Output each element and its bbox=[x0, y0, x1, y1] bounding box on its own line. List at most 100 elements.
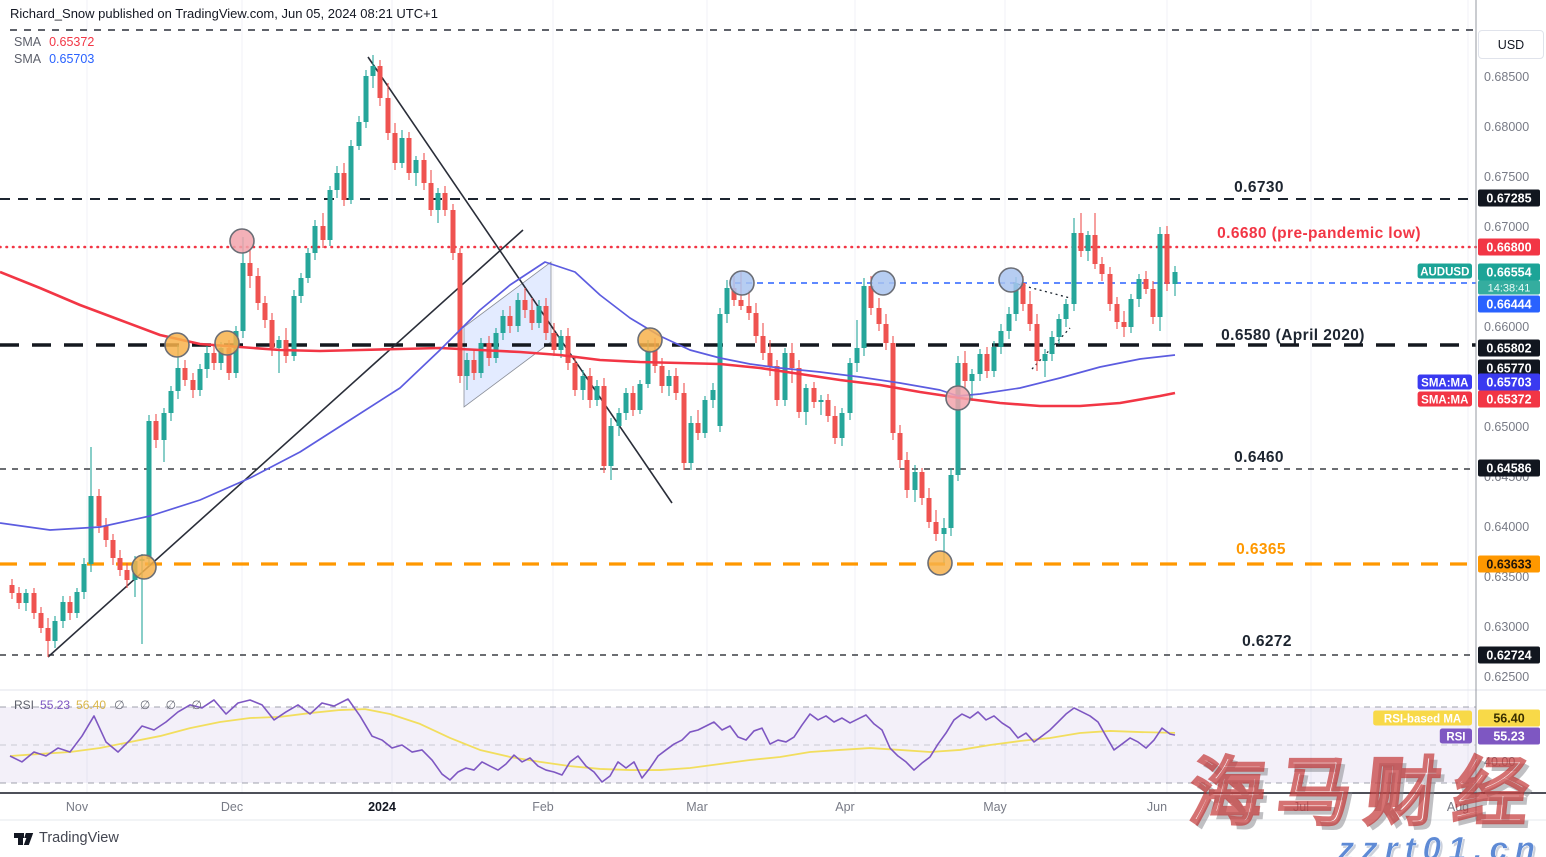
blue-event-circle[interactable] bbox=[870, 270, 896, 296]
candle-down bbox=[182, 368, 188, 380]
candle-down bbox=[1027, 304, 1033, 324]
candle-down bbox=[876, 308, 882, 324]
axis-badge-bg bbox=[1478, 295, 1540, 313]
sma-legend-row-1: SMA 0.65372 bbox=[14, 34, 94, 51]
candle-up bbox=[955, 363, 961, 475]
price-axis-label: 0.67000 bbox=[1484, 220, 1529, 234]
candle-down bbox=[919, 472, 925, 498]
candle-up bbox=[1085, 235, 1091, 251]
candle-down bbox=[428, 183, 434, 210]
axis-badge-value: 0.65372 bbox=[1486, 393, 1531, 407]
axis-badge-value: 0.67285 bbox=[1486, 192, 1531, 206]
level-annotation: 0.6365 bbox=[1236, 541, 1286, 558]
time-axis-month-label: Apr bbox=[835, 800, 854, 814]
candle-down bbox=[255, 276, 261, 303]
candle-up bbox=[854, 348, 860, 363]
axis-badge-value: 0.64586 bbox=[1486, 462, 1531, 476]
candle-up bbox=[464, 360, 470, 376]
axis-badge-bg bbox=[1478, 238, 1540, 256]
candle-down bbox=[1164, 234, 1170, 284]
candle-down bbox=[774, 366, 780, 400]
candle-up bbox=[218, 348, 224, 363]
sma1-value: 0.65372 bbox=[49, 35, 95, 49]
axis-badge-bg bbox=[1478, 373, 1540, 391]
candle-down bbox=[551, 333, 557, 350]
candle-down bbox=[760, 336, 766, 353]
axis-badge-value: 0.66554 bbox=[1486, 266, 1531, 280]
time-axis-background[interactable] bbox=[0, 793, 1546, 857]
axis-badge-bg bbox=[1478, 359, 1540, 377]
candle-up bbox=[334, 173, 340, 190]
orange-event-circle[interactable] bbox=[164, 332, 190, 358]
axis-badge-bg bbox=[1478, 459, 1540, 477]
candle-down bbox=[450, 210, 456, 253]
candle-up bbox=[1006, 314, 1012, 331]
candle-down bbox=[38, 613, 44, 628]
candle-up bbox=[23, 593, 29, 603]
candle-up bbox=[348, 146, 354, 200]
candle-down bbox=[767, 353, 773, 366]
candle-down bbox=[522, 300, 528, 310]
candle-down bbox=[103, 526, 109, 540]
pink-event-circle[interactable] bbox=[229, 228, 255, 254]
candle-up bbox=[305, 253, 311, 278]
candle-down bbox=[1099, 264, 1105, 274]
candle-up bbox=[818, 400, 824, 402]
candle-up bbox=[912, 472, 918, 490]
candle-down bbox=[45, 628, 51, 641]
candle-down bbox=[283, 340, 289, 356]
candle-up bbox=[969, 374, 975, 381]
orange-event-circle[interactable] bbox=[637, 327, 663, 353]
rsi-legend[interactable]: RSI 55.23 56.40 ∅ ∅ ∅ ∅ bbox=[14, 698, 208, 712]
candle-up bbox=[413, 160, 419, 173]
blue-event-circle[interactable] bbox=[998, 267, 1024, 293]
candle-up bbox=[81, 564, 87, 592]
line-name-label: SMA:MA bbox=[1421, 378, 1468, 390]
candle-up bbox=[623, 393, 629, 413]
time-axis-month-label: Mar bbox=[686, 800, 708, 814]
rsi-empty-params: ∅ ∅ ∅ ∅ bbox=[114, 698, 208, 712]
candle-up bbox=[276, 340, 282, 348]
candle-up bbox=[74, 592, 80, 613]
axis-badge-bg bbox=[1478, 727, 1540, 745]
candle-up bbox=[782, 353, 788, 400]
candle-down bbox=[67, 602, 73, 613]
candle-up bbox=[500, 316, 506, 333]
candle-up bbox=[594, 386, 600, 400]
candle-up bbox=[240, 263, 246, 331]
orange-event-circle[interactable] bbox=[131, 554, 157, 580]
tradingview-branding[interactable]: TradingView bbox=[14, 830, 119, 846]
time-axis-month-label: Nov bbox=[66, 800, 89, 814]
level-annotation: 0.6730 bbox=[1234, 179, 1284, 196]
candle-up bbox=[1071, 233, 1077, 304]
candle-up bbox=[536, 306, 542, 323]
candle-down bbox=[96, 496, 102, 526]
axis-badge-value: 55.23 bbox=[1493, 730, 1524, 744]
price-axis-label: 0.67500 bbox=[1484, 170, 1529, 184]
blue-event-circle[interactable] bbox=[729, 270, 755, 296]
candle-down bbox=[796, 368, 802, 412]
line-name-label-bg bbox=[1417, 374, 1472, 390]
candle-up bbox=[608, 426, 614, 466]
orange-event-circle[interactable] bbox=[214, 330, 240, 356]
candle-up bbox=[948, 475, 954, 528]
candle-down bbox=[904, 460, 910, 490]
candle-down bbox=[543, 306, 549, 333]
orange-event-circle[interactable] bbox=[927, 550, 953, 576]
candle-up bbox=[60, 602, 66, 621]
candle-down bbox=[832, 416, 838, 438]
candle-down bbox=[442, 193, 448, 210]
countdown-value: 14:38:41 bbox=[1488, 283, 1531, 295]
indicator-legend[interactable]: SMA 0.65372 SMA 0.65703 bbox=[14, 34, 94, 68]
pink-event-circle[interactable] bbox=[945, 385, 971, 411]
candle-down bbox=[789, 353, 795, 368]
candle-down bbox=[471, 360, 477, 373]
candle-up bbox=[941, 528, 947, 534]
candle-down bbox=[1150, 289, 1156, 317]
candle-up bbox=[1013, 283, 1019, 314]
candle-down bbox=[1114, 304, 1120, 322]
candle-up bbox=[1157, 234, 1163, 317]
candle-down bbox=[601, 386, 607, 466]
currency-toggle-button[interactable]: USD bbox=[1478, 30, 1544, 59]
